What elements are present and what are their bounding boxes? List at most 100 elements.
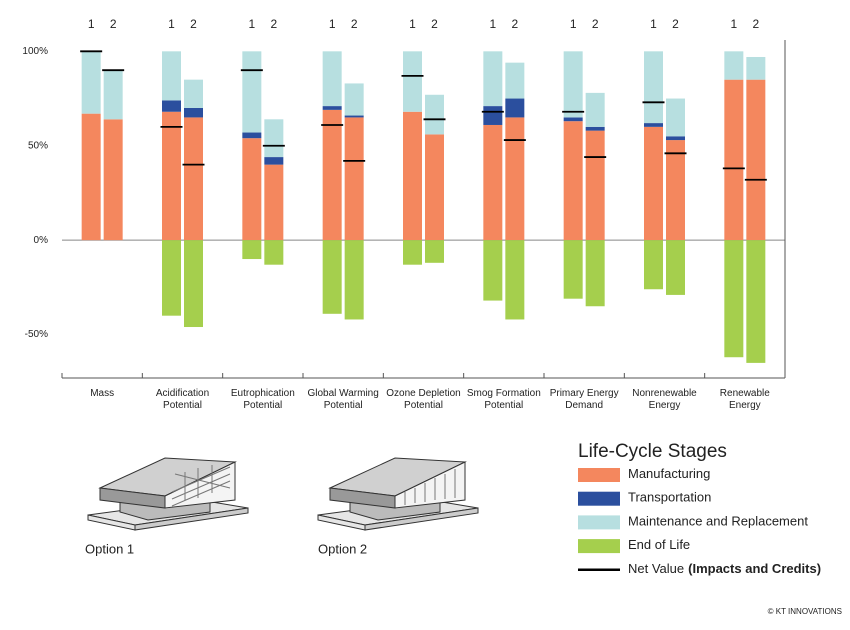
credit: © KT INNOVATIONS [768,607,842,616]
bar-segment [666,240,685,295]
legend-label-note: (Impacts and Credits) [688,561,821,576]
bar-segment [666,136,685,141]
option-label: 2 [511,17,518,31]
bar-segment [403,240,422,265]
bar-segment [162,111,181,241]
bar-segment [103,70,123,120]
bar-segment [585,130,605,241]
option-label: 2 [672,17,679,31]
bar-segment [425,240,444,263]
legend-swatch [578,468,620,482]
legend-label: Maintenance and Replacement [628,514,808,529]
x-tick-label: Primary Energy Demand [549,388,619,411]
legend-label-name: Net Value [628,561,684,576]
option-label: 1 [248,17,255,31]
bar-segment [483,124,503,241]
bar-segment [505,117,525,241]
bar-segment [264,157,284,165]
bar-segment [644,51,663,124]
option-label: 1 [409,17,416,31]
bar-segment [644,123,663,127]
bar-segment [184,107,203,118]
x-tick-label: Smog Formation Potential [466,388,541,411]
bar-segment [344,83,364,116]
bar-segment [184,117,203,241]
legend-title: Life-Cycle Stages [578,441,727,462]
bar-segment [242,51,262,133]
illustration-option-1 [87,457,249,531]
bar-segment [724,79,744,241]
legend-label-name: Maintenance and Replacement [628,514,808,529]
option-label: 2 [190,17,197,31]
bar-segment [162,240,181,316]
legend-swatch [578,515,620,530]
x-tick-label: Ozone Depletion Potential [386,388,461,411]
bar-segment [242,240,262,260]
bar-segment [746,240,766,363]
bar-segment [483,51,503,107]
bar-segment [585,92,605,127]
bar-segment [585,240,605,307]
bar-segment [403,111,422,241]
legend-label: Manufacturing [628,466,710,481]
bar-segment [505,98,525,118]
x-tick-label: Eutrophication Potential [230,388,295,411]
bar-segment [425,94,444,135]
bar-segment [344,115,364,118]
option-label: 1 [88,17,95,31]
option-label: 1 [329,17,336,31]
bar-segment [563,121,583,241]
bar-segment [184,79,203,108]
legend-label: Transportation [628,490,711,505]
bar-segment [483,106,503,125]
bar-segment [724,240,744,358]
y-tick-label: -50% [25,329,48,340]
bar-segment [242,132,262,139]
bar-segment [264,240,284,265]
bar-segment [344,117,364,241]
option-label: 2 [431,17,438,31]
bar-segment [81,51,101,114]
x-tick-label: Acidification Potential [155,388,210,411]
option-label: 1 [489,17,496,31]
illustration-label: Option 1 [85,541,134,556]
bar-segment [563,117,583,122]
bar-segment [403,51,422,112]
bar-segment [264,119,284,158]
bar-segment [322,240,342,314]
legend-swatch [578,491,620,506]
bar-segment [81,113,101,241]
bar-segment [344,240,364,320]
option-label: 1 [730,17,737,31]
legend-label-name: End of Life [628,538,690,553]
bar-segment [666,98,685,137]
legend-label-name: Transportation [628,490,711,505]
bar-segment [505,240,525,320]
bar-segment [483,240,503,301]
option-label: 2 [351,17,358,31]
bar-segment [162,100,181,112]
bar-segment [184,240,203,328]
option-label: 2 [270,17,277,31]
bar-segment [264,164,284,241]
bar-segment [585,126,605,131]
option-label: 2 [110,17,117,31]
y-tick-label: 50% [28,140,48,151]
bar-segment [666,140,685,241]
bar-segment [425,134,444,241]
bar-segment [644,240,663,290]
bar-segment [563,51,583,118]
bar-segment [746,79,766,241]
legend-label-name: Manufacturing [628,466,710,481]
legend-label: Net Value (Impacts and Credits) [628,561,821,576]
legend-swatch [578,539,620,554]
bar-segment [563,240,583,299]
bar-segment [322,109,342,241]
y-tick-label: 0% [34,235,49,246]
bar-segment [322,106,342,110]
bar-segment [242,138,262,241]
bar-segment [505,62,525,99]
x-tick-label: Mass [90,388,115,399]
bar-segment [724,51,744,80]
option-label: 1 [650,17,657,31]
